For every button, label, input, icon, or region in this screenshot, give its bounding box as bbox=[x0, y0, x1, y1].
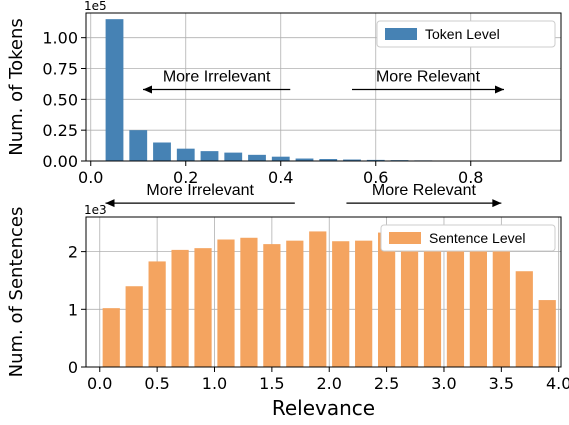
bottom-x-axis-label: Relevance bbox=[272, 396, 375, 420]
token-level-chart: 0.0 0.2 0.4 0.6 0.8 0.00 0.25 0.50 0.75 1.00 1e5… bbox=[6, 0, 562, 187]
top-xtick-label-2: 0.4 bbox=[268, 168, 293, 187]
top-bar-6 bbox=[248, 154, 266, 161]
top-xtick-label-4: 0.8 bbox=[458, 168, 483, 187]
top-annot-label-0: More Irrelevant bbox=[163, 68, 271, 85]
top-ytick-label-2: 0.50 bbox=[42, 90, 78, 109]
top-xtick-label-1: 0.2 bbox=[173, 168, 198, 187]
top-bar-8 bbox=[295, 158, 314, 161]
top-annot-arrow-head-1 bbox=[495, 85, 504, 94]
top-bar-7 bbox=[271, 156, 290, 161]
bot-bar-19 bbox=[538, 300, 556, 367]
bottom-y-ticks: 0 1 2 bbox=[68, 243, 86, 377]
top-annot-label-1: More Relevant bbox=[376, 68, 481, 85]
bot-bar-4 bbox=[194, 248, 212, 367]
top-ytick-label-3: 0.75 bbox=[42, 60, 78, 79]
bot-bar-1 bbox=[125, 286, 143, 367]
top-legend-swatch bbox=[385, 28, 417, 40]
bot-xtick-label-4: 2.0 bbox=[317, 374, 342, 393]
bot-bar-7 bbox=[263, 244, 281, 367]
bot-annot-arrow-head-1 bbox=[492, 199, 502, 208]
top-ytick-label-1: 0.25 bbox=[42, 121, 78, 140]
top-bar-0 bbox=[105, 19, 124, 161]
top-bar-11 bbox=[366, 159, 385, 161]
top-bars bbox=[105, 19, 551, 161]
bottom-legend: Sentence Level bbox=[380, 224, 556, 252]
bot-bar-18 bbox=[515, 271, 533, 367]
bottom-offset-text: 1e3 bbox=[84, 203, 107, 217]
top-bar-5 bbox=[224, 152, 243, 161]
bot-bar-6 bbox=[240, 237, 258, 367]
sentence-level-chart: 0.0 0.5 1.0 1.5 2.0 2.5 3.0 3.5 4.0 0 1 2 1e3 Num.… bbox=[6, 182, 569, 420]
top-axes-frame bbox=[85, 12, 562, 162]
top-legend-box bbox=[376, 20, 556, 48]
bot-bar-15 bbox=[446, 240, 465, 367]
bot-bar-13 bbox=[400, 235, 419, 367]
bot-xtick-label-5: 2.5 bbox=[374, 374, 399, 393]
top-bar-2 bbox=[153, 142, 171, 161]
top-bar-9 bbox=[319, 159, 338, 161]
bot-bar-9 bbox=[309, 231, 327, 367]
bot-bar-5 bbox=[217, 239, 235, 367]
bottom-legend-box bbox=[380, 224, 556, 252]
bottom-x-ticks: 0.0 0.5 1.0 1.5 2.0 2.5 3.0 3.5 4.0 bbox=[87, 367, 569, 393]
bot-annot-arrow-head-0 bbox=[105, 199, 115, 208]
top-y-axis-label: Num. of Tokens bbox=[6, 18, 27, 156]
bot-xtick-label-6: 3.0 bbox=[431, 374, 456, 393]
bot-annot-label-1: More Relevant bbox=[372, 182, 477, 199]
bot-xtick-label-2: 1.0 bbox=[202, 374, 227, 393]
top-bar-10 bbox=[343, 159, 361, 161]
top-legend-label: Token Level bbox=[425, 26, 500, 42]
bot-xtick-label-8: 4.0 bbox=[546, 374, 569, 393]
top-ytick-label-4: 1.00 bbox=[42, 29, 78, 48]
bottom-annotations: More Irrelevant More Relevant bbox=[105, 182, 502, 208]
bot-bar-11 bbox=[355, 240, 373, 367]
top-y-ticks: 0.00 0.25 0.50 0.75 1.00 bbox=[42, 29, 86, 171]
bottom-legend-swatch bbox=[389, 232, 421, 244]
bot-xtick-label-0: 0.0 bbox=[87, 374, 112, 393]
bot-bar-16 bbox=[469, 240, 487, 367]
bottom-legend-label: Sentence Level bbox=[429, 230, 526, 246]
bot-bar-0 bbox=[102, 308, 120, 367]
bot-annot-label-0: More Irrelevant bbox=[146, 182, 254, 199]
top-offset-text: 1e5 bbox=[84, 0, 107, 13]
top-bar-3 bbox=[176, 148, 195, 161]
top-ytick-label-0: 0.00 bbox=[42, 152, 78, 171]
top-annotations: More Irrelevant More Relevant bbox=[143, 68, 504, 94]
bottom-axes-frame bbox=[85, 216, 562, 368]
bot-bar-14 bbox=[423, 227, 442, 367]
bot-bar-10 bbox=[332, 241, 350, 367]
top-x-ticks: 0.0 0.2 0.4 0.6 0.8 bbox=[78, 161, 483, 187]
bot-bar-2 bbox=[148, 261, 166, 367]
bottom-y-axis-label: Num. of Sentences bbox=[6, 207, 27, 378]
bot-ytick-label-2: 2 bbox=[68, 243, 78, 262]
bot-xtick-label-3: 1.5 bbox=[259, 374, 284, 393]
bot-bar-12 bbox=[377, 232, 396, 367]
bot-ytick-label-0: 0 bbox=[68, 358, 78, 377]
bot-ytick-label-1: 1 bbox=[68, 300, 78, 319]
bot-xtick-label-1: 0.5 bbox=[144, 374, 169, 393]
top-legend: Token Level bbox=[376, 20, 556, 48]
top-bar-1 bbox=[129, 130, 148, 161]
top-bar-4 bbox=[200, 151, 219, 161]
bottom-bars bbox=[102, 227, 556, 367]
top-xtick-label-0: 0.0 bbox=[78, 168, 103, 187]
bot-bar-17 bbox=[492, 251, 510, 367]
bot-bar-8 bbox=[286, 240, 304, 367]
bot-bar-3 bbox=[171, 249, 189, 367]
top-annot-arrow-head-0 bbox=[143, 85, 152, 94]
bot-xtick-label-7: 3.5 bbox=[489, 374, 514, 393]
top-xtick-label-3: 0.6 bbox=[363, 168, 388, 187]
